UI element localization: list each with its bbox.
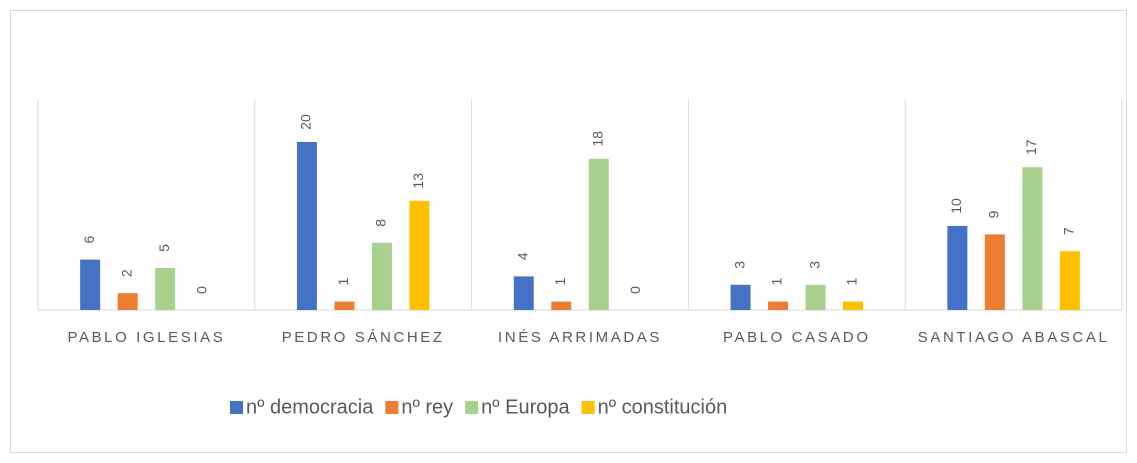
data-label: 7 <box>1061 227 1077 235</box>
bar <box>513 276 534 310</box>
bar <box>296 142 317 310</box>
bar <box>947 226 968 310</box>
x-tick-label: PABLO IGLESIAS <box>67 329 226 346</box>
data-label: 6 <box>81 235 97 243</box>
data-label: 2 <box>118 269 134 277</box>
data-label: 1 <box>335 277 351 285</box>
legend-swatch <box>230 401 243 414</box>
data-label: 1 <box>844 277 860 285</box>
bar <box>334 301 355 310</box>
chart-border <box>10 10 1127 453</box>
bar <box>1059 251 1080 310</box>
bar <box>588 158 609 310</box>
bar <box>371 242 392 310</box>
bar <box>805 284 826 310</box>
x-tick-label: SANTIAGO ABASCAL <box>917 329 1110 346</box>
bar <box>80 259 101 310</box>
legend-label: nº constitución <box>598 396 728 418</box>
bar <box>551 301 572 310</box>
legend-swatch <box>581 401 595 414</box>
legend-label: nº Europa <box>481 396 570 418</box>
data-label: 0 <box>193 286 209 294</box>
data-label: 0 <box>627 286 643 294</box>
data-label: 1 <box>769 277 785 285</box>
bar <box>409 200 430 310</box>
data-label: 17 <box>1023 139 1039 155</box>
bar <box>1022 167 1043 310</box>
data-label: 1 <box>552 277 568 285</box>
legend-swatch <box>465 401 479 414</box>
legend-swatch <box>385 401 399 414</box>
data-label: 18 <box>589 131 605 147</box>
bar <box>843 301 864 310</box>
data-label: 3 <box>731 261 747 269</box>
data-label: 5 <box>156 244 172 252</box>
bar <box>984 234 1005 310</box>
x-tick-label: PEDRO SÁNCHEZ <box>281 329 445 346</box>
x-tick-label: PABLO CASADO <box>722 329 871 346</box>
legend-label: nº rey <box>401 396 453 418</box>
bar <box>117 293 138 310</box>
data-label: 4 <box>514 252 530 260</box>
data-label: 20 <box>298 114 314 130</box>
data-label: 10 <box>948 198 964 214</box>
legend-label: nº democracia <box>246 396 374 418</box>
data-label: 8 <box>373 219 389 227</box>
bar <box>768 301 789 310</box>
data-label: 13 <box>410 173 426 189</box>
data-label: 9 <box>986 210 1002 218</box>
bar <box>155 268 176 310</box>
x-tick-label: INÉS ARRIMADAS <box>498 329 662 346</box>
data-label: 3 <box>806 261 822 269</box>
bar <box>730 284 751 310</box>
